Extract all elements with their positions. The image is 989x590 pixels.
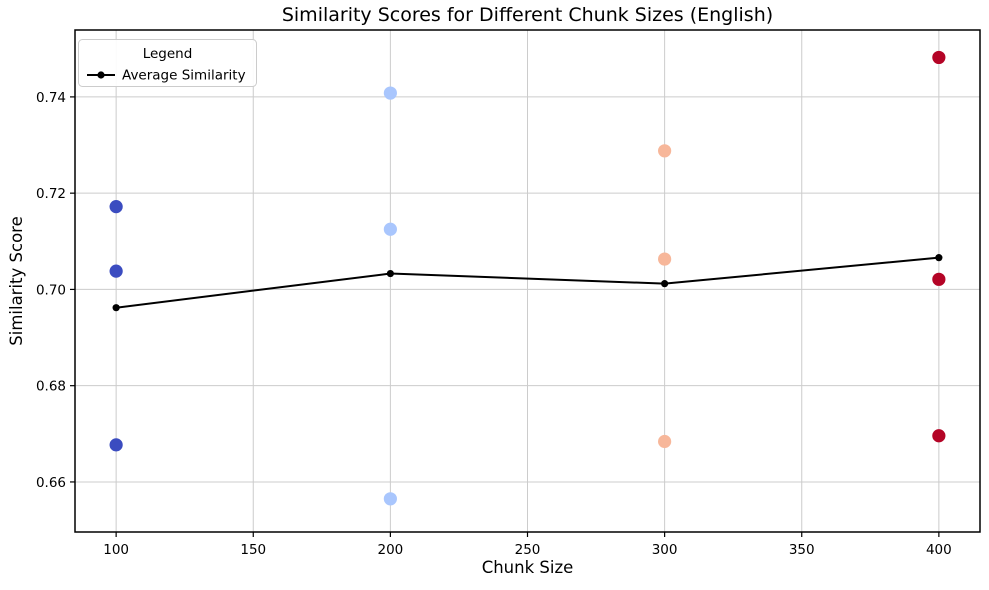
scatter-point-chunk-300 xyxy=(658,144,672,158)
x-tick-label: 150 xyxy=(240,542,266,558)
x-tick-label: 100 xyxy=(103,542,129,558)
legend: Legend Average Similarity xyxy=(78,39,257,87)
legend-dot-marker xyxy=(97,71,105,79)
x-tick-label: 300 xyxy=(652,542,678,558)
x-tick-label: 200 xyxy=(377,542,403,558)
average-line xyxy=(116,256,939,309)
legend-entry-label: Average Similarity xyxy=(122,68,246,84)
scatter-point-chunk-100 xyxy=(109,200,123,214)
scatter-point-chunk-400 xyxy=(932,429,946,443)
y-tick-label: 0.70 xyxy=(36,282,66,298)
scatter-point-chunk-200 xyxy=(383,492,397,506)
y-tick-label: 0.72 xyxy=(36,186,66,202)
x-tick-label: 250 xyxy=(515,542,541,558)
scatter-point-chunk-100 xyxy=(109,438,123,452)
average-point xyxy=(112,304,120,312)
y-tick-label: 0.68 xyxy=(36,379,66,395)
y-tick-label: 0.74 xyxy=(36,90,66,106)
scatter-point-chunk-300 xyxy=(658,252,672,266)
x-tick-label: 400 xyxy=(926,542,952,558)
scatter-points xyxy=(109,50,946,506)
x-axis-label: Chunk Size xyxy=(482,558,574,577)
average-similarity-line xyxy=(112,254,943,312)
y-axis-label: Similarity Score xyxy=(7,216,26,345)
average-point xyxy=(386,269,394,278)
average-point xyxy=(661,280,669,288)
scatter-point-chunk-200 xyxy=(383,222,397,236)
x-tick-label: 350 xyxy=(789,542,815,558)
chart-title: Similarity Scores for Different Chunk Si… xyxy=(282,4,773,26)
average-point xyxy=(935,254,943,262)
legend-title: Legend xyxy=(143,46,193,62)
scatter-point-chunk-400 xyxy=(932,50,946,65)
legend-box xyxy=(78,39,257,87)
scatter-point-chunk-100 xyxy=(109,264,123,278)
grid xyxy=(75,30,980,532)
scatter-point-chunk-200 xyxy=(383,86,397,100)
scatter-point-chunk-300 xyxy=(658,434,672,449)
scatter-point-chunk-400 xyxy=(932,272,946,286)
y-tick-label: 0.66 xyxy=(36,475,66,491)
axis-ticks: 100 150 200 250 300 350 400 0.66 0.68 0.70 0.72 0.7… xyxy=(36,90,952,558)
